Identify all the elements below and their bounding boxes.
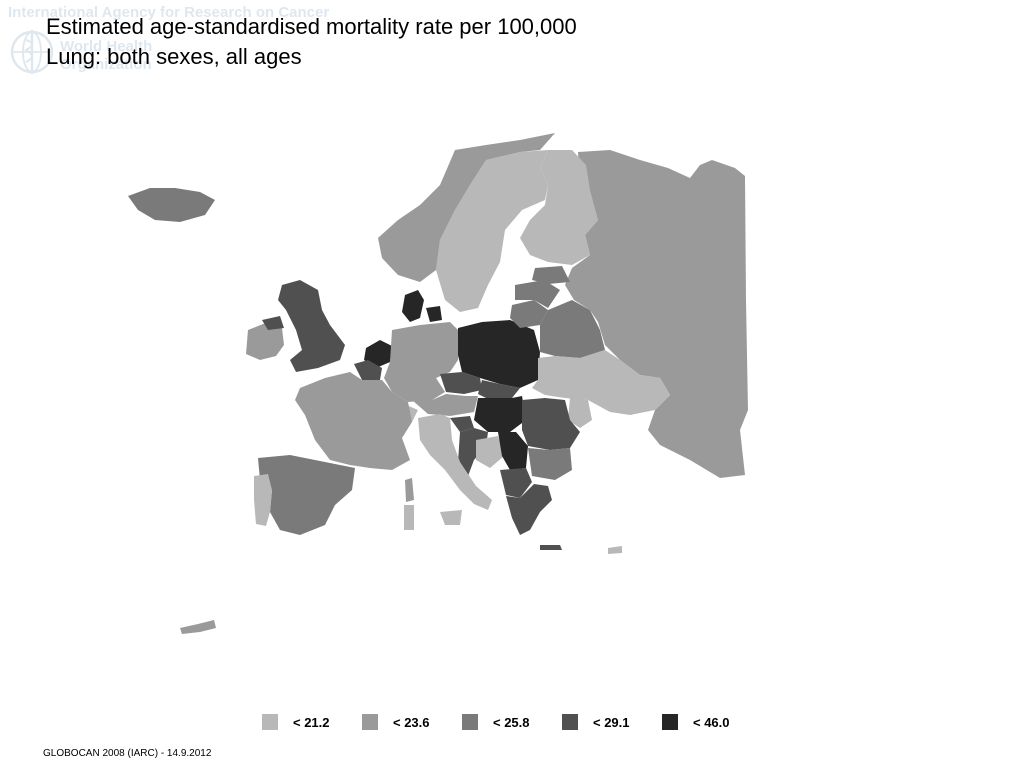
region-moldova — [568, 398, 592, 428]
region-sardinia — [404, 505, 414, 530]
region-serbia — [498, 432, 528, 470]
legend-item: < 23.6 — [362, 714, 462, 730]
region-canary-islands — [180, 620, 216, 634]
region-france — [295, 372, 412, 470]
region-iceland — [128, 188, 215, 222]
europe-map — [128, 133, 748, 634]
map-legend: < 21.2 < 23.6 < 25.8 < 29.1 < 46.0 — [262, 714, 762, 730]
region-slovakia — [478, 380, 520, 400]
region-belarus — [540, 300, 605, 358]
legend-item: < 21.2 — [262, 714, 362, 730]
region-bosnia — [476, 436, 504, 468]
region-czech — [440, 372, 482, 394]
region-cyprus — [608, 546, 622, 554]
region-albania-macedonia — [500, 468, 532, 498]
legend-label: < 23.6 — [393, 714, 430, 730]
legend-item: < 29.1 — [562, 714, 662, 730]
region-denmark-islands — [426, 306, 442, 322]
region-germany — [384, 322, 460, 402]
region-ireland — [246, 322, 284, 360]
region-austria — [412, 394, 478, 416]
region-greece — [506, 484, 552, 535]
region-denmark — [402, 290, 424, 322]
region-hungary — [474, 396, 526, 432]
legend-label: < 29.1 — [593, 714, 630, 730]
who-emblem-icon — [10, 30, 54, 74]
legend-label: < 21.2 — [293, 714, 330, 730]
title-line-2: Lung: both sexes, all ages — [46, 44, 302, 69]
region-finland — [520, 150, 598, 265]
region-sicily — [440, 510, 462, 525]
watermark-org-line2: Organization — [60, 56, 152, 73]
region-sweden — [436, 150, 548, 312]
region-bulgaria — [528, 448, 572, 480]
region-romania — [522, 398, 580, 450]
region-portugal — [254, 474, 272, 526]
europe-map-svg — [128, 133, 748, 634]
legend-label: < 46.0 — [693, 714, 730, 730]
iarc-watermark: International Agency for Research on Can… — [8, 4, 338, 84]
region-poland — [458, 320, 540, 388]
region-ukraine — [532, 350, 670, 415]
legend-swatch — [662, 714, 678, 730]
region-italy — [418, 414, 492, 510]
region-lithuania — [510, 300, 548, 328]
watermark-agency-text: International Agency for Research on Can… — [8, 4, 330, 21]
region-norway — [378, 133, 555, 282]
region-russia — [565, 150, 748, 478]
legend-item: < 46.0 — [662, 714, 762, 730]
region-latvia — [515, 280, 560, 308]
legend-swatch — [462, 714, 478, 730]
legend-swatch — [362, 714, 378, 730]
region-netherlands — [364, 340, 392, 368]
legend-item: < 25.8 — [462, 714, 562, 730]
region-northern-ireland — [262, 316, 284, 330]
region-belgium — [354, 360, 382, 380]
region-slovenia — [450, 416, 474, 432]
watermark-org-line1: World Health — [60, 38, 153, 55]
region-uk — [278, 280, 345, 372]
region-crete — [540, 545, 562, 550]
legend-label: < 25.8 — [493, 714, 530, 730]
region-spain — [258, 455, 355, 535]
legend-swatch — [562, 714, 578, 730]
legend-swatch — [262, 714, 278, 730]
map-title: Estimated age-standardised mortality rat… — [46, 12, 577, 72]
title-line-1: Estimated age-standardised mortality rat… — [46, 14, 577, 39]
region-corsica — [405, 478, 414, 502]
region-estonia — [532, 266, 570, 284]
source-footer: GLOBOCAN 2008 (IARC) - 14.9.2012 — [43, 748, 212, 759]
region-arctic-islands — [612, 180, 685, 212]
